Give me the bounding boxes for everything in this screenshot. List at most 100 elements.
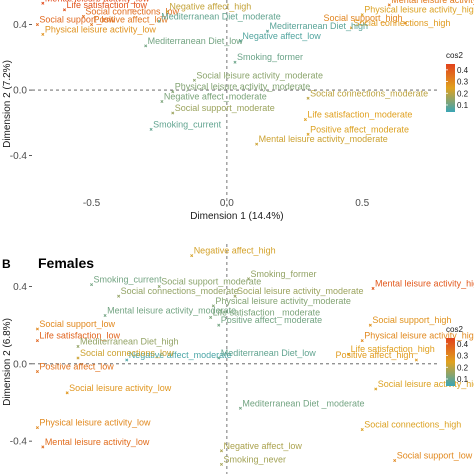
data-point xyxy=(35,23,39,27)
data-point xyxy=(81,14,85,18)
point-label: Mental leisure activity_high xyxy=(375,278,474,288)
point-label: Physical leisure activity_high xyxy=(364,331,474,341)
legend-colorbar xyxy=(446,338,455,386)
panel-title: Females xyxy=(38,255,94,271)
point-label: Social connections_high xyxy=(353,18,450,28)
point-label: Positive affect_low xyxy=(94,15,169,25)
point-label: Negative affect_low xyxy=(242,31,321,41)
data-point xyxy=(35,339,39,343)
y-axis-label: Dimension 2 (7.2%) xyxy=(2,60,13,148)
legend-tick-label: 0.1 xyxy=(457,375,469,384)
y-tick-label: 0.4 xyxy=(13,20,27,31)
point-label: Social support_high xyxy=(323,13,402,23)
cos2-legend: cos2 0.1 0.2 0.3 0.4 xyxy=(446,325,469,386)
data-point xyxy=(171,111,175,115)
point-label: Social support_low xyxy=(39,15,115,25)
legend-tick-label: 0.2 xyxy=(457,89,469,98)
data-point xyxy=(41,32,45,36)
point-label: Mediterranean Diet_high xyxy=(80,336,179,346)
data-point xyxy=(192,78,196,82)
point-label: Social support_moderate xyxy=(161,277,261,287)
point-label: Social connections_high xyxy=(364,420,461,430)
data-point xyxy=(125,358,129,362)
point-label: Negative affect_low xyxy=(223,441,302,451)
data-point xyxy=(393,458,397,462)
data-point xyxy=(157,285,161,289)
legend-colorbar xyxy=(446,64,455,112)
data-point xyxy=(35,426,39,430)
data-point xyxy=(149,127,153,131)
data-point xyxy=(414,358,418,362)
legend-tick-label: 0.3 xyxy=(457,78,469,87)
x-tick-label: 0.5 xyxy=(355,198,369,209)
data-point xyxy=(211,304,215,308)
data-point xyxy=(368,323,372,327)
data-point xyxy=(160,100,164,104)
point-label: Mediterranean Diet_low xyxy=(148,36,244,46)
data-point xyxy=(217,323,221,327)
point-label: Mental leisure activity_high xyxy=(391,0,474,5)
data-point xyxy=(238,39,242,43)
y-tick-label: 0.0 xyxy=(13,359,27,370)
point-label: Life satisfaction _moderate xyxy=(213,307,321,317)
point-label: Social support_high xyxy=(372,315,451,325)
data-point xyxy=(306,132,310,136)
data-point xyxy=(157,19,161,23)
point-label: Positive affect_ moderate xyxy=(221,315,322,325)
data-point xyxy=(360,428,364,432)
y-tick-label: -0.4 xyxy=(10,151,28,162)
data-point xyxy=(306,96,310,100)
point-label: Positive affect_low xyxy=(39,362,114,372)
data-point xyxy=(374,387,378,391)
data-point xyxy=(171,90,175,94)
data-point xyxy=(404,21,408,25)
panel-males: 0.4 0.0 -0.4 -0.5 0.0 0.5 Dimension 1 (14.4%) D… xyxy=(2,0,474,222)
data-point xyxy=(90,283,94,287)
data-point xyxy=(265,29,269,33)
data-point xyxy=(360,13,364,17)
point-label: Social connections_moderate xyxy=(310,88,428,98)
point-label: Social connections_low xyxy=(85,6,179,16)
point-label: Physical leisure activity_moderate xyxy=(215,296,351,306)
data-point xyxy=(387,3,391,7)
point-label: Social support_low xyxy=(39,319,115,329)
y-tick-label: -0.4 xyxy=(10,437,28,448)
data-point xyxy=(41,445,45,449)
x-tick-label: -0.5 xyxy=(83,198,101,209)
point-label: Life satisfaction_high xyxy=(351,344,435,354)
data-point xyxy=(90,23,94,27)
point-label: Physical leisure activity_high xyxy=(364,5,474,15)
point-label: Mental leisure activity_moderate xyxy=(107,306,236,316)
point-label: Life satisfaction_low xyxy=(39,331,120,341)
legend-tick-label: 0.1 xyxy=(457,101,469,110)
point-label: Life satisfaction_moderate xyxy=(307,110,412,120)
data-point xyxy=(247,277,251,281)
data-point xyxy=(41,1,45,5)
legend-tick-label: 0.4 xyxy=(457,340,469,349)
point-label: Smoking_current xyxy=(153,119,222,129)
data-point xyxy=(117,294,121,298)
data-point xyxy=(62,8,66,12)
data-point xyxy=(371,286,375,290)
point-label: Social support_moderate xyxy=(175,103,275,113)
data-point xyxy=(76,356,80,360)
point-label: Mediterranean Diet_moderate xyxy=(161,11,281,21)
data-point xyxy=(219,449,223,453)
point-label: Smoking_former xyxy=(251,269,317,279)
point-label: Positive affect_moderate xyxy=(310,124,409,134)
x-axis-label: Dimension 1 (14.4%) xyxy=(190,211,283,222)
point-label: Mediterranean Diet _moderate xyxy=(242,398,364,408)
panel-females: 0.4 0.0 -0.4 Dimension 2 (6.8%) B Females Nega… xyxy=(2,244,474,474)
y-axis-label: Dimension 2 (6.8%) xyxy=(2,318,13,406)
data-point xyxy=(233,294,237,298)
data-point xyxy=(255,142,259,146)
data-point xyxy=(35,327,39,331)
data-point xyxy=(103,313,107,318)
point-label: Negative affect_moderate xyxy=(164,92,267,102)
point-label: Smoking_never xyxy=(223,454,286,464)
panel-letter: B xyxy=(2,257,11,271)
point-label: Mediterranean Diet_high xyxy=(269,21,368,31)
data-point xyxy=(76,344,80,348)
point-label: Negative affect_moderate xyxy=(129,350,232,360)
